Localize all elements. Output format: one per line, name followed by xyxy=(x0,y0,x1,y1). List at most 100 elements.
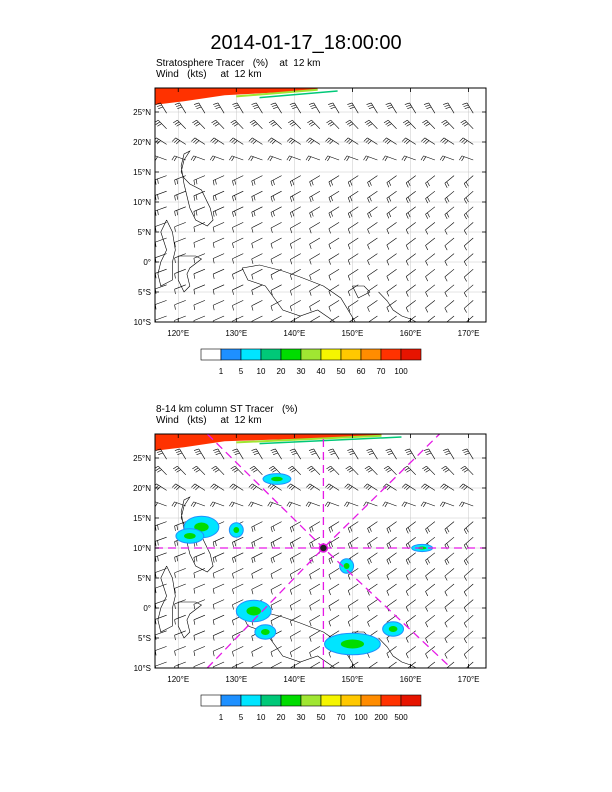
wind-barb xyxy=(326,119,340,130)
colorbar-box xyxy=(300,348,322,361)
wind-barb xyxy=(443,448,455,460)
wind-barb xyxy=(367,175,378,188)
wind-barb xyxy=(309,222,321,234)
wind-barb xyxy=(155,300,167,310)
wind-barb xyxy=(289,661,301,668)
wind-barb xyxy=(421,137,436,145)
wind-barb xyxy=(289,646,301,658)
map-area xyxy=(155,434,486,668)
wind-barb xyxy=(328,536,340,549)
wind-barb xyxy=(232,599,244,610)
wind-barb xyxy=(364,119,378,130)
wind-barb xyxy=(425,646,436,659)
y-tick-label: 5°N xyxy=(138,228,152,237)
wind-barb xyxy=(192,119,206,130)
wind-barb xyxy=(193,599,206,610)
wind-barb xyxy=(286,155,301,162)
wind-barb xyxy=(420,501,436,508)
wind-barb xyxy=(382,137,397,145)
wind-barb xyxy=(270,646,282,657)
wind-barb xyxy=(444,190,455,204)
wind-barb xyxy=(212,583,225,594)
wind-barb xyxy=(367,614,378,627)
colorbar-box xyxy=(360,694,382,707)
wind-barb xyxy=(155,614,167,625)
y-tick-label: 15°N xyxy=(133,168,151,177)
wind-barb xyxy=(328,552,340,564)
wind-barb xyxy=(459,483,474,491)
wind-barb xyxy=(363,483,378,491)
wind-barb xyxy=(328,661,340,668)
wind-barb xyxy=(347,568,359,580)
wind-barb xyxy=(367,599,378,612)
y-tick-label: 5°N xyxy=(138,574,152,583)
wind-barb xyxy=(193,568,206,578)
wind-barb xyxy=(460,465,474,476)
wind-barb xyxy=(270,206,282,218)
coastline xyxy=(352,285,371,299)
wind-barb xyxy=(444,583,455,597)
wind-barb xyxy=(309,253,321,265)
y-tick-label: 25°N xyxy=(133,454,151,463)
wind-barb xyxy=(463,521,474,534)
wind-barb xyxy=(229,483,244,491)
colorbar-label: 30 xyxy=(297,367,306,376)
wind-barb xyxy=(367,521,378,534)
wind-barb xyxy=(383,119,397,130)
wind-barb xyxy=(251,583,263,595)
wind-barb xyxy=(251,222,263,233)
wind-barb xyxy=(212,237,225,248)
wind-barb xyxy=(405,630,416,643)
wind-barb xyxy=(347,237,359,250)
wind-barb xyxy=(174,661,186,668)
colorbar-box xyxy=(220,348,242,361)
wind-barb xyxy=(309,646,321,658)
wind-barb xyxy=(405,237,416,250)
coastline xyxy=(177,601,203,639)
wind-barb xyxy=(367,253,378,266)
wind-barb xyxy=(386,536,397,549)
colorbar-label: 500 xyxy=(394,713,408,722)
wind-barb xyxy=(425,300,436,313)
tracer-blob-core xyxy=(194,522,209,532)
wind-barb xyxy=(232,190,244,202)
x-tick-label: 170°E xyxy=(458,329,480,338)
wind-barb xyxy=(251,237,263,249)
wind-barb xyxy=(386,300,397,313)
wind-barb xyxy=(171,155,186,162)
wind-barb xyxy=(423,102,436,114)
wind-barb xyxy=(232,222,244,233)
wind-barb xyxy=(425,284,436,297)
colorbar-box xyxy=(280,694,302,707)
wind-barb xyxy=(191,483,206,491)
wind-barb xyxy=(270,568,282,579)
wind-barb xyxy=(171,137,186,145)
wind-barb xyxy=(328,268,340,281)
colorbar-box xyxy=(320,348,342,361)
wind-barb xyxy=(232,284,244,295)
colorbar-box xyxy=(360,348,382,361)
wind-barb xyxy=(405,583,416,596)
wind-barb xyxy=(155,552,167,562)
y-tick-label: 15°N xyxy=(133,514,151,523)
wind-barb xyxy=(289,599,301,611)
y-tick-label: 0° xyxy=(143,604,151,613)
wind-barb xyxy=(191,137,206,145)
wind-barb xyxy=(325,137,340,145)
x-tick-label: 170°E xyxy=(458,675,480,684)
wind-barb xyxy=(328,284,340,296)
wind-barb xyxy=(405,268,416,282)
wind-barb xyxy=(251,284,263,296)
figure-title: 2014-01-17_18:00:00 xyxy=(210,32,402,54)
wind-barb xyxy=(286,137,301,145)
wind-barb xyxy=(309,614,321,627)
wind-barb xyxy=(443,102,455,114)
wind-barb xyxy=(382,483,397,491)
wind-barb xyxy=(425,568,436,581)
wind-barb xyxy=(211,119,225,130)
wind-barb xyxy=(439,155,455,162)
wind-barb xyxy=(425,521,436,534)
wind-barb xyxy=(251,190,263,202)
tracer-band-edge xyxy=(236,434,382,444)
